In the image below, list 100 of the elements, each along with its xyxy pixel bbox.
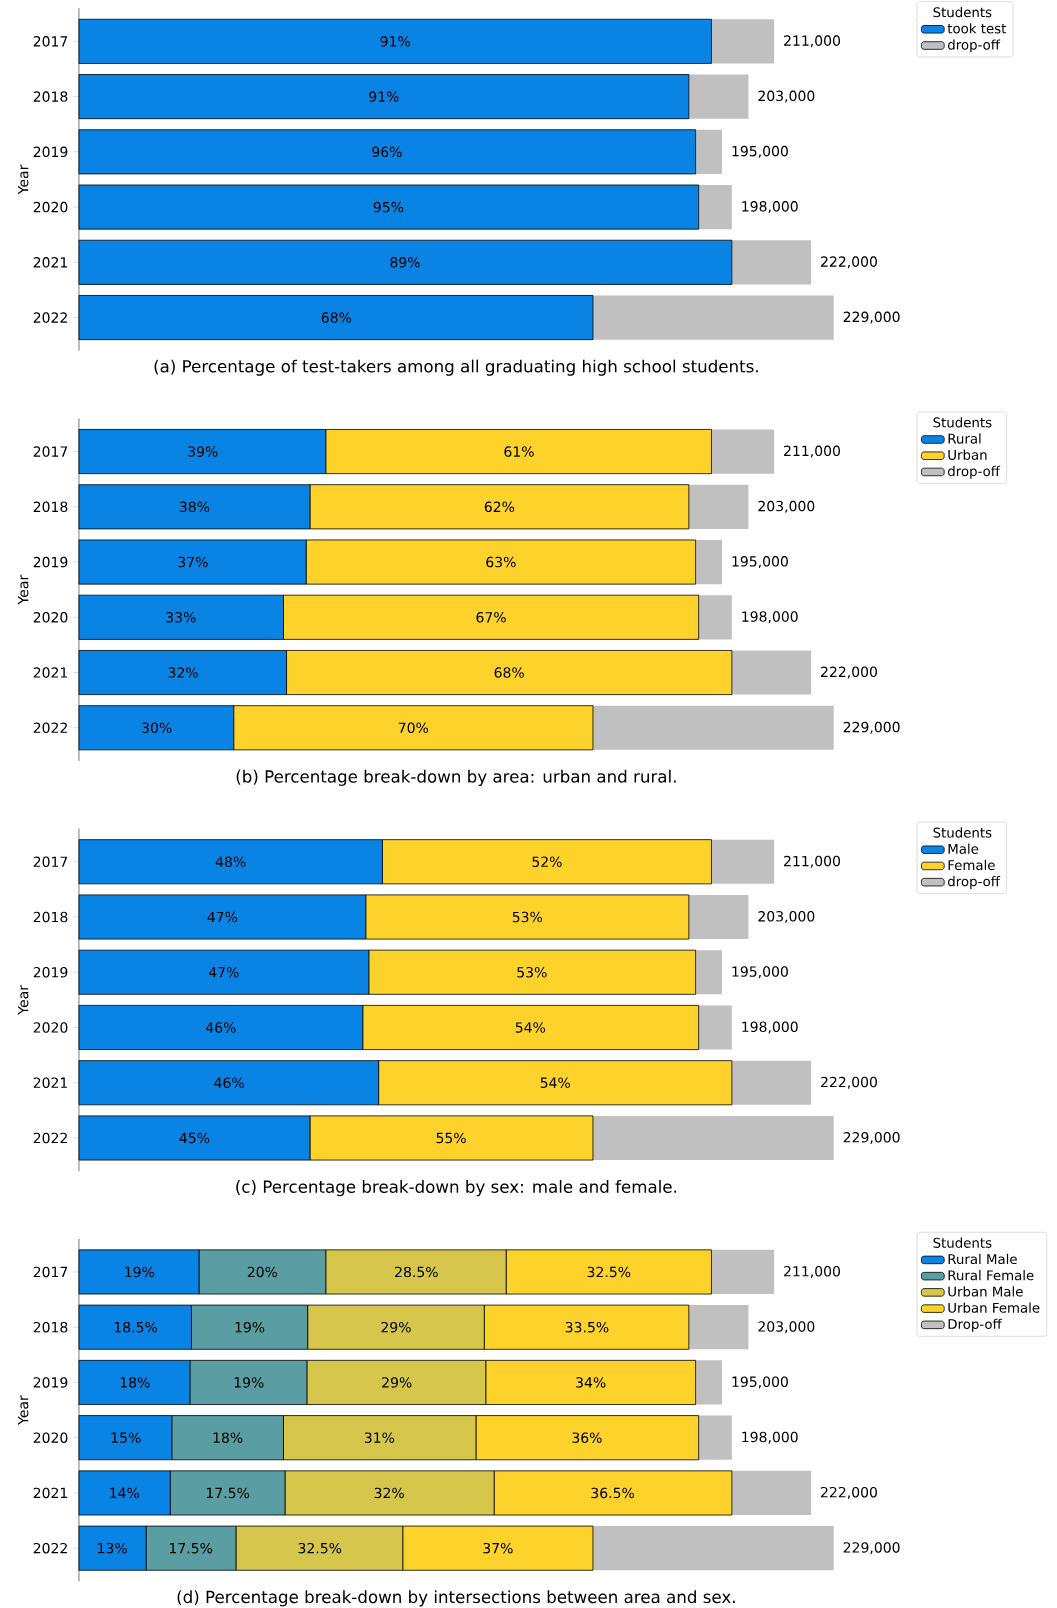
annotation: 36.5% xyxy=(591,1487,634,1499)
annotation: 20% xyxy=(247,1266,278,1278)
annotation: 96% xyxy=(372,146,402,158)
bar xyxy=(731,1470,811,1516)
text: (c) Percentage break-down by sex: male and female. xyxy=(236,1180,676,1197)
y-tick-label: 2018 xyxy=(33,1321,68,1333)
bar xyxy=(592,705,834,750)
y-tick-label: 2021 xyxy=(33,257,67,268)
annotation: 229,000 xyxy=(843,311,900,324)
y-tick-label: 2020 xyxy=(33,1022,68,1033)
y-tick-label: 2020 xyxy=(33,1432,68,1443)
annotation: 229,000 xyxy=(843,1542,900,1555)
annotation: 14% xyxy=(110,1487,139,1499)
annotation: 63% xyxy=(486,556,516,568)
y-tick-label: 2021 xyxy=(33,1487,67,1499)
annotation: 47% xyxy=(207,911,237,923)
annotation: 30% xyxy=(142,722,172,734)
annotation: 29% xyxy=(382,1377,412,1388)
annotation: 68% xyxy=(494,667,524,678)
annotation: 211,000 xyxy=(783,35,840,48)
annotation: 203,000 xyxy=(758,910,815,924)
y-tick-label: 2019 xyxy=(33,556,68,568)
annotation: 54% xyxy=(540,1077,570,1089)
annotation: 32.5% xyxy=(587,1266,631,1278)
annotation: 222,000 xyxy=(820,1486,877,1499)
annotation: 18% xyxy=(120,1377,150,1388)
bar xyxy=(592,295,834,340)
bar xyxy=(688,1305,749,1350)
bar xyxy=(698,595,732,640)
y-tick-label: 2018 xyxy=(33,911,68,923)
y-axis-title: Year xyxy=(17,1395,29,1425)
annotation: 91% xyxy=(369,91,399,102)
bar xyxy=(731,650,811,695)
annotation: 17.5% xyxy=(169,1542,212,1554)
bar xyxy=(592,1115,834,1161)
annotation: 15% xyxy=(111,1432,141,1443)
annotation: 38% xyxy=(179,501,210,513)
bar xyxy=(695,539,722,585)
annotation: 37% xyxy=(483,1542,513,1554)
bar xyxy=(592,1526,834,1571)
bar xyxy=(711,19,774,64)
y-tick-label: 2022 xyxy=(33,1542,67,1554)
legend-label: Male xyxy=(948,843,979,854)
legend-title: Students xyxy=(933,6,992,18)
annotation: 46% xyxy=(205,1022,236,1033)
annotation: 37% xyxy=(178,556,208,568)
y-tick-label: 2017 xyxy=(33,856,67,868)
annotation: 28.5% xyxy=(394,1266,438,1278)
annotation: 229,000 xyxy=(843,1131,900,1144)
annotation: 222,000 xyxy=(820,666,877,679)
annotation: 203,000 xyxy=(758,1321,815,1334)
annotation: 89% xyxy=(390,257,420,268)
bar xyxy=(731,1060,811,1105)
annotation: 53% xyxy=(517,966,547,978)
y-tick-label: 2022 xyxy=(33,722,67,734)
annotation: 229,000 xyxy=(843,721,900,734)
legend-label: drop-off xyxy=(947,39,1001,53)
annotation: 68% xyxy=(321,312,351,323)
annotation: 52% xyxy=(532,856,562,868)
legend-title: Students xyxy=(933,827,992,838)
bar xyxy=(698,1005,732,1050)
bar xyxy=(711,839,774,884)
annotation: 32% xyxy=(374,1487,404,1499)
legend-label: Urban Female xyxy=(948,1302,1040,1313)
annotation: 195,000 xyxy=(732,556,788,569)
legend-label: Urban Male xyxy=(948,1286,1023,1297)
legend-label: Female xyxy=(948,859,995,871)
y-axis-title: Year xyxy=(17,574,29,605)
y-tick-label: 2021 xyxy=(33,1077,67,1089)
annotation: 32.5% xyxy=(298,1542,342,1554)
annotation: 222,000 xyxy=(820,1076,877,1089)
annotation: 195,000 xyxy=(732,145,788,158)
annotation: 55% xyxy=(436,1132,466,1144)
annotation: 48% xyxy=(215,856,246,868)
annotation: 198,000 xyxy=(742,1021,798,1034)
y-tick-label: 2018 xyxy=(33,91,68,102)
annotation: 222,000 xyxy=(820,256,877,269)
legend-label: Rural xyxy=(948,433,981,444)
annotation: 195,000 xyxy=(732,1376,788,1389)
y-tick-label: 2017 xyxy=(33,1266,67,1278)
y-tick-label: 2019 xyxy=(33,966,68,978)
annotation: 195,000 xyxy=(732,966,788,979)
y-tick-label: 2019 xyxy=(33,146,68,158)
legend-label: took test xyxy=(947,23,1006,34)
annotation: 95% xyxy=(373,201,404,213)
y-tick-label: 2017 xyxy=(33,446,67,457)
y-tick-label: 2022 xyxy=(33,1132,67,1144)
annotation: 19% xyxy=(235,1321,265,1333)
bar xyxy=(695,950,722,995)
y-tick-label: 2020 xyxy=(33,201,68,213)
annotation: 211,000 xyxy=(783,445,840,458)
bar xyxy=(695,1360,722,1405)
annotation: 62% xyxy=(484,501,515,513)
annotation: 198,000 xyxy=(742,201,798,214)
legend-title: Students xyxy=(933,1237,992,1248)
annotation: 70% xyxy=(398,722,428,734)
annotation: 19% xyxy=(234,1377,264,1388)
legend-label: Drop-off xyxy=(948,1318,1002,1332)
annotation: 45% xyxy=(179,1132,210,1144)
y-tick-label: 2017 xyxy=(33,36,67,47)
